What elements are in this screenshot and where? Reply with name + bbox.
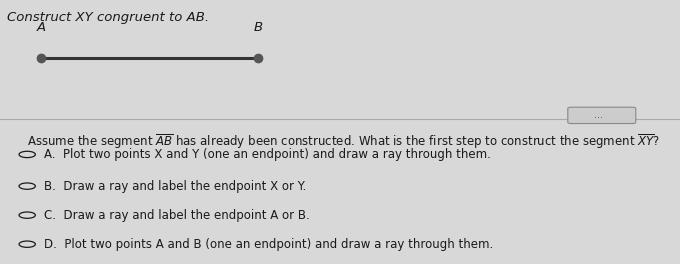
Text: Assume the segment $\overline{AB}$ has already been constructed. What is the fir: Assume the segment $\overline{AB}$ has a… (27, 132, 660, 151)
Text: B: B (254, 21, 263, 34)
Text: D.  Plot two points A and B (one an endpoint) and draw a ray through them.: D. Plot two points A and B (one an endpo… (44, 238, 494, 251)
Text: C.  Draw a ray and label the endpoint A or B.: C. Draw a ray and label the endpoint A o… (44, 209, 310, 222)
Text: ...: ... (594, 110, 603, 120)
Text: A: A (36, 21, 46, 34)
Text: A.  Plot two points X and Y (one an endpoint) and draw a ray through them.: A. Plot two points X and Y (one an endpo… (44, 148, 491, 161)
Text: B.  Draw a ray and label the endpoint X or Y.: B. Draw a ray and label the endpoint X o… (44, 180, 307, 193)
Text: Construct XY congruent to AB.: Construct XY congruent to AB. (7, 11, 209, 23)
FancyBboxPatch shape (568, 107, 636, 124)
